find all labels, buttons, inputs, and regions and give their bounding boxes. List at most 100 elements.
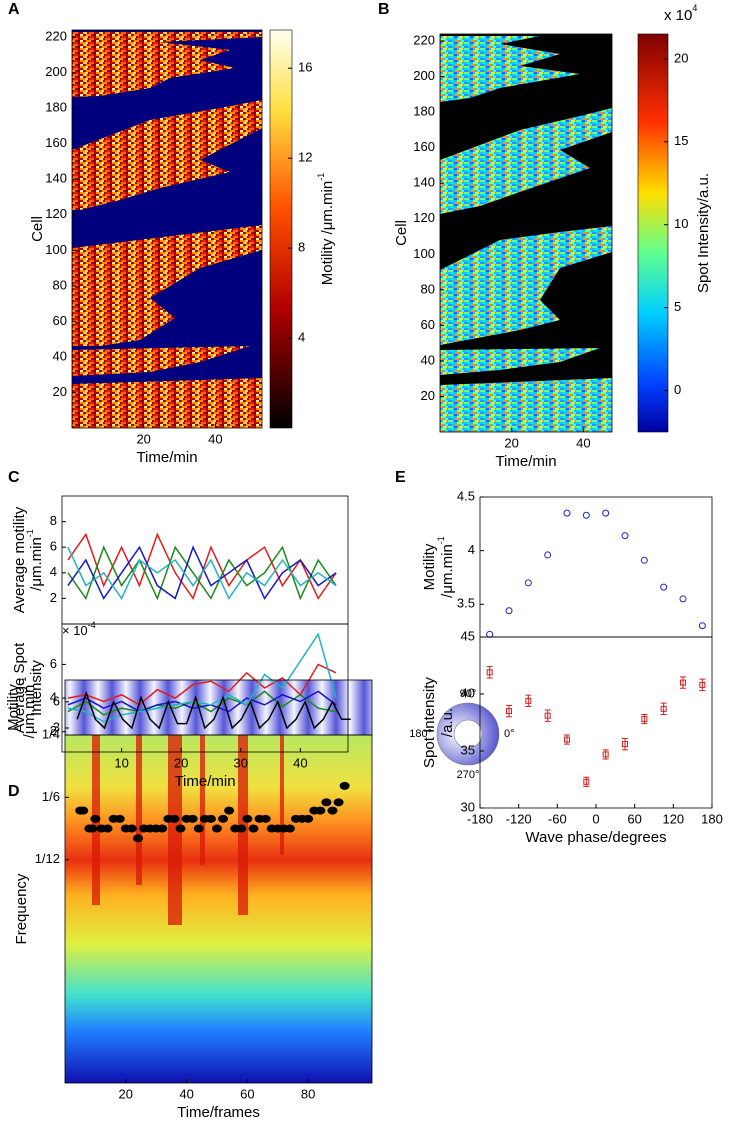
y-axis-label-text: Frequency [13,873,30,944]
y-axis-label: Average Spot [11,642,28,733]
point [505,607,513,615]
y-axis-label-text: Intensity [28,660,45,716]
x-tick-label: 40 [293,755,307,770]
x-tick-label: 60 [240,1086,254,1101]
point [175,824,186,833]
colorbar-multiplier: x 104 [664,3,697,24]
y-axis-label: Cell [29,216,46,242]
error-bar [486,666,493,679]
x-axis-label: Time/min [495,453,556,470]
point [284,824,295,833]
y-axis-label: /μm.min-1 [436,536,456,598]
y-tick-label: 160 [45,135,67,150]
point [621,532,629,540]
point [90,814,101,823]
y-axis-label-text: Spot Intensity [421,677,438,768]
y-axis-label-sup: -1 [436,536,446,544]
wavelet-background [65,680,372,1083]
y-axis-label: Average motility [11,506,28,613]
x-tick-label: 180 [701,811,723,826]
point [78,806,89,815]
x-tick-label: 10 [114,755,128,770]
x-tick-label: -60 [548,811,567,826]
error-bar-line [583,776,590,787]
y-tick-label: 200 [413,68,435,83]
point [248,824,259,833]
error-bar [506,704,512,718]
error-bar-line [544,709,551,722]
point [87,824,98,833]
y-tick-label: 1/4 [42,726,60,741]
axes-frame [439,33,613,433]
panel-letter: D [8,783,20,800]
y-axis-label: Motility [421,543,438,590]
error-bar-line [602,749,609,760]
point [698,622,706,630]
colorbar-tick-label: 8 [298,240,305,255]
y-axis-label: Motility [5,684,22,731]
axes-frame [479,636,713,809]
colorbar-tick-label: 4 [298,329,305,344]
y-axis-label: /a.u. [439,708,456,737]
point [260,814,271,823]
y-axis-label-text: /μm.min [439,544,456,598]
colorbar-label-text: Motility /μm.min [319,181,336,285]
x-tick-label: 40 [576,435,590,450]
y-tick-label: 60 [53,313,67,328]
error-bar-line [486,666,493,679]
point [525,697,532,704]
y-tick-label: 4 [50,690,57,705]
y-axis-label-text: Cell [29,216,46,242]
point [218,814,229,823]
error-bar [622,737,628,751]
point [303,814,314,823]
axes-frame [64,734,373,1084]
point [114,814,125,823]
y-axis-label-text: Motility [5,684,22,731]
heatmap-a [72,30,262,428]
panel-letter: A [8,1,20,18]
y-tick-label: 6 [50,539,57,554]
point [205,814,216,823]
point [602,509,610,517]
y-axis-label-text: /μm.min [28,537,45,591]
point [524,579,532,587]
line-series [67,632,337,723]
point [544,712,551,719]
error-bar [641,714,648,725]
y-tick-label: 3.5 [457,596,475,611]
y-tick-label: 120 [413,210,435,225]
y-axis-label: Intensity [28,660,45,716]
point [321,798,332,807]
y-axis-label: Cell [393,220,410,246]
phase-label: 270° [457,769,480,781]
y-tick-label: 4 [468,542,475,557]
y-tick-label: 220 [45,29,67,44]
y-tick-label: 6 [53,693,60,708]
colorbar-tick-label: 16 [298,60,312,75]
error-bar [602,749,609,760]
point [641,716,648,723]
panel-letter: C [8,469,20,486]
point [236,824,247,833]
line-series [76,690,351,730]
x-tick-label: 30 [234,755,248,770]
y-tick-label: 40 [461,685,475,700]
error-bar-line [525,694,532,708]
axes-frame [479,496,713,638]
y-tick-label: 80 [421,281,435,296]
error-bar-line [699,678,706,692]
colorbar-tick-label: 20 [674,50,688,65]
point [640,556,648,564]
point [132,834,143,843]
x-tick-label: 80 [301,1086,315,1101]
x-tick-label: 40 [179,1086,193,1101]
y-tick-label: 80 [53,277,67,292]
point [187,814,198,823]
y-tick-label: 30 [461,799,475,814]
colorbar-label: Spot Intensity/a.u. [695,173,712,293]
point [339,781,350,790]
error-bar-line [564,734,570,745]
error-bar-line [622,737,628,751]
y-axis-label-text: Average motility [11,506,28,613]
